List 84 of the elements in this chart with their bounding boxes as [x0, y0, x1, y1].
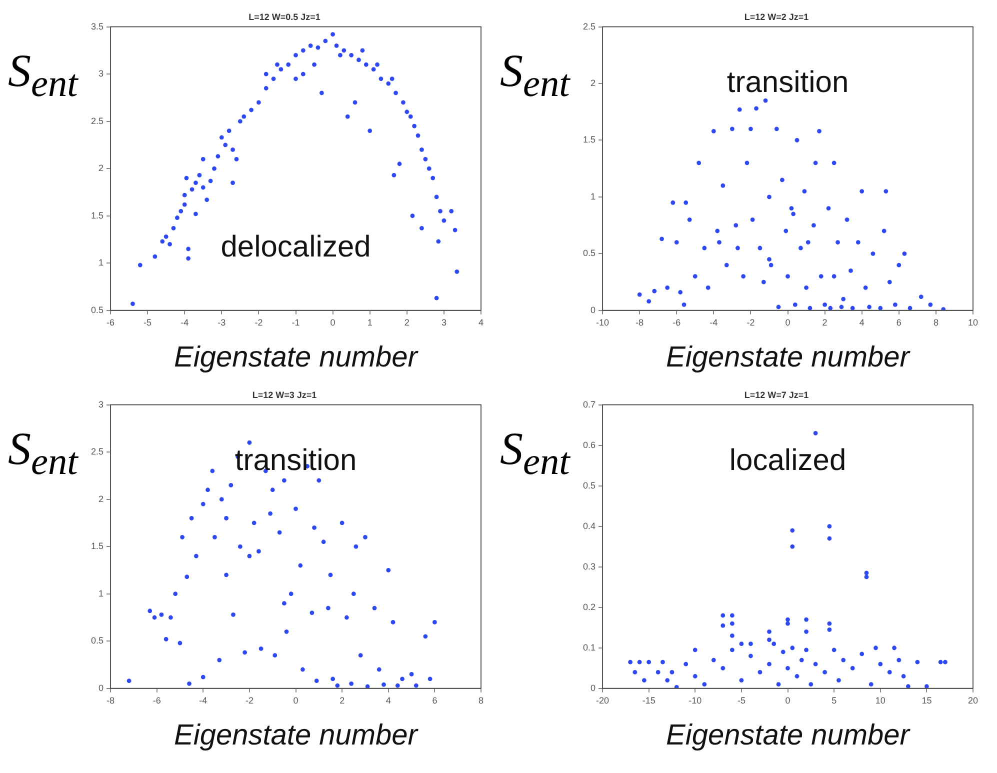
x-axis-title: Eigenstate number [174, 720, 419, 752]
y-tick-label: 0.6 [582, 440, 596, 450]
x-axis-title: Eigenstate number [666, 342, 911, 374]
y-axis-title: S$_{ent}$ [500, 44, 572, 106]
x-tick-label: -8 [636, 317, 644, 328]
y-axis-title: S$_{ent}$ [8, 44, 80, 106]
y-tick-label: 0.3 [582, 561, 596, 572]
x-tick-label: 4 [478, 317, 484, 328]
y-axis-title: S$_{ent}$ [500, 422, 572, 484]
y-tick-label: 2 [98, 163, 104, 174]
x-tick-label: 4 [386, 695, 391, 706]
y-tick-label: 2 [590, 78, 596, 88]
y-tick-label: 0.5 [90, 636, 104, 646]
x-tick-label: -5 [737, 695, 746, 706]
y-tick-label: 0.5 [582, 480, 596, 490]
x-tick-label: 6 [896, 317, 902, 328]
x-tick-label: -2 [746, 317, 755, 328]
x-tick-label: -2 [245, 695, 254, 706]
x-tick-label: 8 [478, 695, 484, 706]
x-tick-label: 0 [785, 317, 790, 328]
y-tick-label: 0.7 [582, 399, 596, 410]
y-tick-label: 1 [98, 588, 104, 598]
y-tick-label: 0.5 [582, 248, 596, 258]
x-tick-label: 4 [859, 317, 864, 328]
chart-title: L=12 W=2 Jz=1 [744, 12, 809, 22]
x-tick-label: 2 [404, 317, 410, 328]
y-tick-label: 3 [98, 399, 104, 410]
x-tick-label: 2 [340, 695, 345, 706]
x-tick-label: 0 [293, 695, 298, 706]
annotation: localized [729, 444, 846, 477]
x-tick-label: -6 [152, 695, 161, 706]
x-tick-label: -20 [596, 695, 610, 706]
x-tick-label: -4 [199, 695, 208, 706]
annotation: transition [726, 66, 849, 99]
y-tick-label: 2.5 [90, 446, 104, 457]
x-tick-label: 1 [367, 317, 372, 328]
x-tick-label: -4 [180, 317, 189, 328]
y-axis-title: S$_{ent}$ [8, 422, 80, 484]
x-tick-label: -8 [106, 695, 115, 706]
x-axis-title: Eigenstate number [174, 342, 419, 374]
x-tick-label: 2 [822, 317, 828, 328]
x-tick-label: -2 [254, 317, 263, 328]
x-tick-label: 10 [968, 317, 978, 328]
y-tick-label: 0.1 [582, 642, 596, 652]
x-tick-label: 0 [330, 317, 336, 328]
y-tick-label: 3 [98, 68, 104, 79]
x-tick-label: 0 [785, 695, 790, 706]
x-tick-label: -1 [292, 317, 300, 328]
x-tick-label: 10 [875, 695, 886, 706]
x-tick-label: 20 [968, 695, 978, 706]
x-tick-label: -6 [672, 317, 681, 328]
x-tick-label: 15 [922, 695, 932, 706]
y-tick-label: 0.4 [582, 520, 596, 531]
y-tick-label: 1 [98, 258, 104, 268]
x-tick-label: 5 [832, 695, 837, 706]
y-tick-label: 2.5 [582, 21, 596, 32]
y-tick-label: 0.5 [90, 304, 104, 315]
y-tick-label: 0 [98, 682, 104, 693]
x-tick-label: -10 [688, 695, 702, 706]
chart-title: L=12 W=0.5 Jz=1 [248, 12, 320, 22]
y-tick-label: 1.5 [90, 210, 104, 220]
x-axis-title: Eigenstate number [666, 720, 911, 752]
y-tick-label: 1.5 [582, 134, 596, 145]
x-tick-label: 3 [441, 317, 446, 328]
y-tick-label: 2 [98, 494, 104, 504]
y-tick-label: 3.5 [90, 21, 104, 32]
x-tick-label: -5 [144, 317, 152, 328]
x-tick-label: -15 [642, 695, 656, 706]
annotation: transition [234, 444, 357, 477]
y-tick-label: 0 [590, 304, 596, 315]
x-tick-label: -3 [218, 317, 226, 328]
x-tick-label: -4 [710, 317, 718, 328]
y-tick-label: 2.5 [90, 116, 104, 126]
y-tick-label: 0.2 [582, 602, 596, 612]
x-tick-label: 8 [933, 317, 938, 328]
y-tick-label: 1 [590, 191, 596, 202]
x-tick-label: -10 [596, 317, 610, 328]
x-tick-label: -6 [106, 317, 115, 328]
chart-title: L=12 W=3 Jz=1 [252, 390, 317, 400]
y-tick-label: 1.5 [90, 541, 104, 552]
x-tick-label: 6 [432, 695, 438, 706]
y-tick-label: 0 [590, 682, 596, 693]
annotation: delocalized [220, 230, 371, 264]
chart-title: L=12 W=7 Jz=1 [744, 390, 809, 400]
